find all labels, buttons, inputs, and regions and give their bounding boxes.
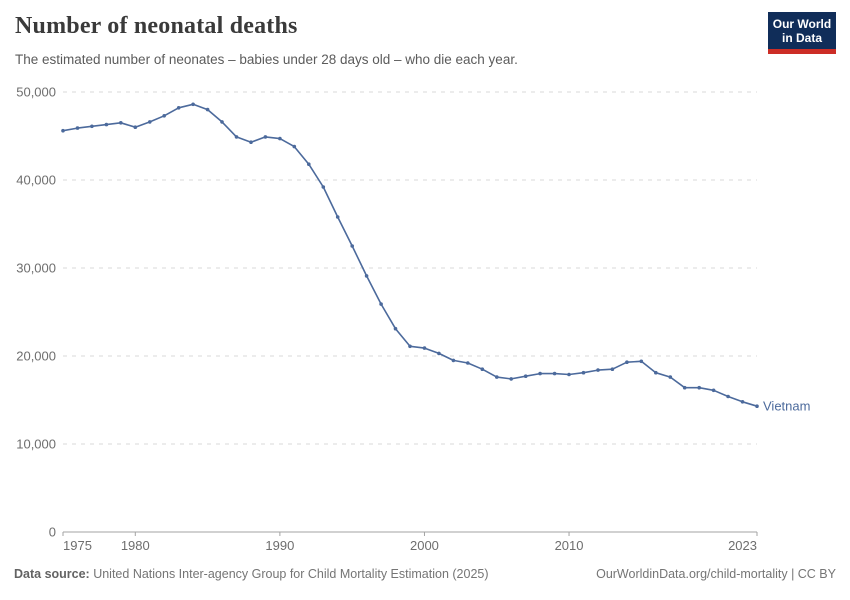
data-point-marker[interactable] <box>596 368 600 372</box>
data-point-marker[interactable] <box>220 120 224 124</box>
data-point-marker[interactable] <box>321 185 326 189</box>
data-point-marker[interactable] <box>104 122 109 127</box>
y-axis-tick-label: 20,000 <box>16 349 56 364</box>
data-point-marker[interactable] <box>408 344 412 349</box>
data-point-marker[interactable] <box>682 385 687 390</box>
data-point-marker[interactable] <box>495 375 499 379</box>
data-point-marker[interactable] <box>668 375 673 379</box>
chart-subtitle: The estimated number of neonates – babie… <box>15 52 518 67</box>
data-point-marker[interactable] <box>119 121 123 125</box>
series-line[interactable] <box>62 103 758 407</box>
data-point-marker[interactable] <box>509 377 513 381</box>
data-point-marker[interactable] <box>697 385 701 390</box>
data-point-marker[interactable] <box>176 106 181 110</box>
x-axis-tick-label: 1975 <box>63 538 92 553</box>
data-point-marker[interactable] <box>523 374 528 379</box>
data-point-marker[interactable] <box>148 120 152 124</box>
data-point-marker[interactable] <box>437 351 441 356</box>
data-source-text: United Nations Inter-agency Group for Ch… <box>89 567 489 581</box>
data-point-marker[interactable] <box>711 388 716 393</box>
data-point-marker[interactable] <box>538 371 542 376</box>
chart-footer: Data source: United Nations Inter-agency… <box>14 567 836 581</box>
data-point-marker[interactable] <box>205 107 210 112</box>
data-point-marker[interactable] <box>162 114 166 118</box>
x-axis-tick-label: 1990 <box>265 538 294 553</box>
owid-logo-line1: Our World <box>772 17 832 31</box>
data-point-marker[interactable] <box>249 140 253 144</box>
data-point-marker[interactable] <box>379 302 383 306</box>
data-point-marker[interactable] <box>451 358 456 363</box>
data-point-marker[interactable] <box>654 370 658 375</box>
data-source-label: Data source: <box>14 567 90 581</box>
data-point-marker[interactable] <box>422 346 427 350</box>
x-axis-tick-label: 2010 <box>555 538 584 553</box>
data-point-marker[interactable] <box>726 394 730 399</box>
data-point-marker[interactable] <box>90 124 94 129</box>
data-point-marker[interactable] <box>480 367 485 372</box>
data-point-marker[interactable] <box>552 371 557 376</box>
owid-logo[interactable]: Our World in Data <box>768 12 836 54</box>
data-point-marker[interactable] <box>75 126 80 130</box>
x-axis-tick-label: 2000 <box>410 538 439 553</box>
data-point-marker[interactable] <box>234 135 239 139</box>
data-point-marker[interactable] <box>278 136 282 141</box>
data-point-marker[interactable] <box>755 404 759 409</box>
data-point-marker[interactable] <box>307 162 311 166</box>
data-point-marker[interactable] <box>191 102 195 107</box>
y-axis-tick-label: 0 <box>49 525 56 540</box>
data-point-marker[interactable] <box>133 125 138 129</box>
data-point-marker[interactable] <box>335 215 340 219</box>
footer-link[interactable]: OurWorldinData.org/child-mortality | CC … <box>596 567 836 581</box>
x-axis-tick-label: 2023 <box>728 538 757 553</box>
data-source: Data source: United Nations Inter-agency… <box>14 567 489 581</box>
page-title: Number of neonatal deaths <box>15 13 298 39</box>
series-end-label[interactable]: Vietnam <box>763 399 810 414</box>
data-point-marker[interactable] <box>61 128 65 133</box>
data-point-marker[interactable] <box>625 360 629 365</box>
y-axis-tick-label: 30,000 <box>16 261 56 276</box>
data-point-marker[interactable] <box>292 144 297 149</box>
data-point-marker[interactable] <box>740 400 745 404</box>
data-point-marker[interactable] <box>581 370 586 375</box>
data-point-marker[interactable] <box>364 274 369 278</box>
y-axis-tick-label: 40,000 <box>16 173 56 188</box>
data-point-marker[interactable] <box>610 367 615 372</box>
data-point-marker[interactable] <box>639 359 644 364</box>
y-axis-tick-label: 10,000 <box>16 437 56 452</box>
data-point-marker[interactable] <box>350 244 355 248</box>
y-axis-tick-label: 50,000 <box>16 85 56 100</box>
data-point-marker[interactable] <box>466 361 470 365</box>
x-axis-tick-label: 1980 <box>121 538 150 553</box>
data-point-marker[interactable] <box>263 135 268 139</box>
data-point-marker[interactable] <box>567 372 571 377</box>
data-point-marker[interactable] <box>393 326 398 331</box>
owid-logo-line2: in Data <box>781 31 822 45</box>
